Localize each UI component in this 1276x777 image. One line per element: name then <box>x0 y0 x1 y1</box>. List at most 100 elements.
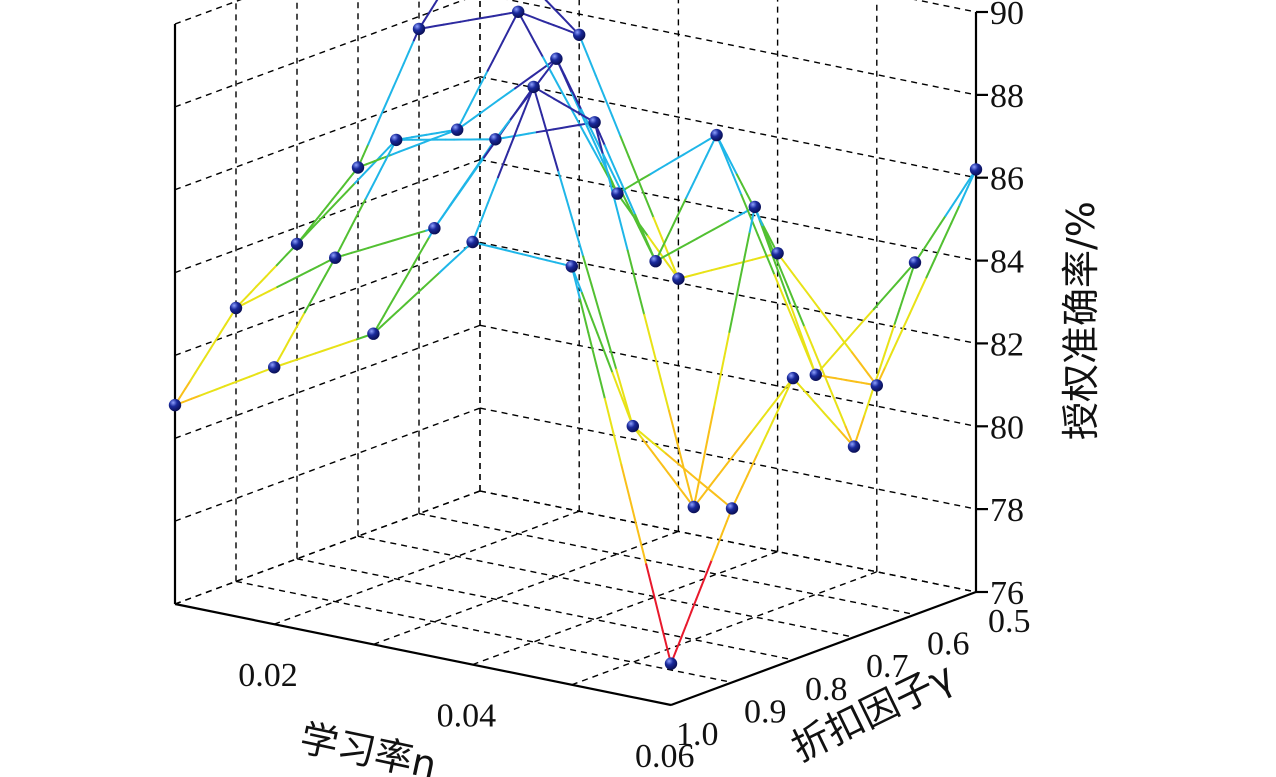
series-line-gamma <box>255 280 263 288</box>
data-point <box>672 272 685 285</box>
series-line-eta <box>717 463 728 476</box>
series-line-eta <box>958 186 969 207</box>
series-line-gamma <box>700 155 708 168</box>
series-line-gamma <box>331 192 339 201</box>
series-line-eta <box>925 258 936 279</box>
series-line-eta <box>611 115 622 138</box>
series-line-eta <box>405 294 416 305</box>
series-line-eta <box>312 216 323 228</box>
series-line-eta <box>790 313 801 336</box>
data-point <box>466 235 479 249</box>
series-line-eta <box>406 144 417 150</box>
series-line-gamma <box>507 20 515 33</box>
series-line-eta <box>784 263 796 277</box>
series-line-gamma <box>507 137 515 153</box>
series-line-gamma <box>423 236 431 247</box>
series-line-eta <box>414 141 426 147</box>
series-line-gamma <box>672 479 680 488</box>
series-line-eta <box>889 280 900 292</box>
series-line-gamma <box>652 242 660 252</box>
series-line-eta <box>529 255 540 260</box>
series-line-gamma <box>481 69 489 82</box>
series-line-eta <box>521 253 532 258</box>
series-line-gamma <box>697 456 705 483</box>
series-line-eta <box>681 466 692 476</box>
series-line-eta <box>634 281 646 316</box>
series-line-eta <box>836 405 847 428</box>
series-line-eta <box>773 273 784 296</box>
series-line-eta <box>550 71 561 89</box>
series-line-gamma <box>245 291 253 299</box>
series-line-eta <box>908 294 920 315</box>
series-line-gamma <box>199 355 207 366</box>
series-line-eta <box>664 452 676 462</box>
series-line-gamma <box>387 297 395 309</box>
series-line-eta <box>362 164 373 176</box>
series-line-gamma <box>377 108 385 123</box>
series-line-gamma <box>502 150 510 166</box>
series-line-eta <box>479 243 491 248</box>
series-line-gamma <box>240 296 248 304</box>
series-line-eta <box>640 431 651 441</box>
series-line-gamma <box>306 223 314 233</box>
series-line-eta <box>900 312 911 333</box>
series-line-gamma <box>219 323 227 334</box>
series-line-gamma <box>669 218 677 231</box>
data-point <box>870 379 883 392</box>
series-line-eta <box>817 307 829 321</box>
series-line-gamma <box>303 302 311 314</box>
series-line-eta <box>767 398 778 412</box>
series-line-eta <box>587 331 598 367</box>
series-line-eta <box>676 441 687 476</box>
series-line-gamma <box>705 144 713 158</box>
series-line-gamma <box>733 280 741 308</box>
series-line-eta <box>842 340 853 354</box>
series-line-eta <box>434 23 445 27</box>
series-line-eta <box>656 445 667 455</box>
series-line-eta <box>685 273 696 278</box>
series-line-eta <box>552 127 563 131</box>
series-line-eta <box>714 493 725 503</box>
series-line-gamma <box>822 411 830 420</box>
series-line-eta <box>583 132 594 150</box>
series-line-gamma <box>964 176 972 186</box>
series-line-eta <box>345 182 356 193</box>
series-line-eta <box>533 41 544 59</box>
series-line-gamma <box>504 118 512 127</box>
series-line-eta <box>375 242 386 247</box>
series-line-eta <box>648 438 659 448</box>
series-line-gamma <box>392 288 400 300</box>
series-line-gamma <box>652 452 660 461</box>
series-line-eta <box>950 204 961 225</box>
series-line-gamma <box>741 474 749 488</box>
series-line-gamma <box>735 173 743 186</box>
series-line-eta <box>298 355 309 360</box>
series-line-gamma <box>598 132 606 147</box>
series-line-eta <box>847 327 859 339</box>
series-line-gamma <box>680 623 688 639</box>
series-line-eta <box>497 93 508 102</box>
series-line-eta <box>727 262 738 267</box>
data-point <box>527 80 540 94</box>
floor-grid-line <box>357 535 855 638</box>
series-line-eta <box>775 387 786 401</box>
series-line-eta <box>223 382 234 388</box>
series-line-eta <box>627 155 639 179</box>
series-line-eta <box>268 286 279 293</box>
wall-grid-line <box>174 324 481 439</box>
series-line-eta <box>765 253 776 276</box>
series-line-gamma <box>606 358 614 374</box>
series-line-gamma <box>761 431 769 445</box>
series-line-eta <box>306 352 317 358</box>
series-line-eta <box>380 317 391 327</box>
series-line-eta <box>565 198 576 230</box>
series-line-gamma <box>959 183 967 194</box>
series-line-eta <box>884 348 895 369</box>
data-point <box>168 398 182 412</box>
series-line-gamma <box>616 385 624 401</box>
wall-grid-line <box>174 490 481 605</box>
series-line-gamma <box>703 431 710 458</box>
series-line-gamma <box>514 104 522 114</box>
series-line-eta <box>701 484 712 498</box>
series-line-eta <box>607 340 618 371</box>
